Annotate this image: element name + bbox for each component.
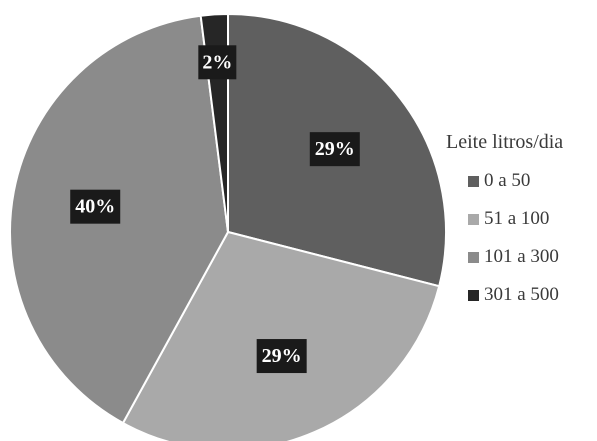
pie-slice-51-a-100 [121, 230, 441, 441]
data-label-0-a-50: 29% [309, 132, 360, 167]
data-label-51-a-100: 29% [256, 339, 307, 374]
legend-swatch [468, 175, 479, 187]
legend-title: Leite litros/dia [446, 131, 564, 153]
data-label-box [198, 45, 237, 80]
data-label-101-a-300: 40% [70, 189, 121, 224]
data-label-text: 29% [315, 138, 355, 160]
data-label-box [309, 132, 360, 167]
pie-slices [9, 12, 447, 441]
data-label-box [256, 339, 307, 374]
data-label-box [70, 189, 121, 224]
legend-swatch [468, 289, 479, 301]
legend-label: 0 a 50 [484, 170, 531, 191]
data-label-text: 2% [202, 51, 232, 73]
legend-item: 51 a 100 [468, 206, 596, 232]
legend-item: 301 a 500 [468, 282, 596, 308]
legend-swatch [468, 251, 479, 263]
legend-label: 51 a 100 [484, 208, 550, 229]
data-label-text: 29% [262, 345, 302, 367]
chart-legend: Leite litros/dia 0 a 50 51 a 100 101 a 300… [446, 130, 596, 320]
legend-label: 101 a 300 [484, 246, 559, 267]
legend-label: 301 a 500 [484, 284, 559, 305]
data-label-text: 40% [75, 196, 115, 218]
data-label-301-a-500: 2% [198, 45, 237, 80]
legend-item: 0 a 50 [468, 168, 596, 194]
legend-item: 101 a 300 [468, 244, 596, 270]
pie-data-labels: 29% 29% 40% 2% [70, 45, 360, 374]
legend-swatch [468, 213, 479, 225]
legend-items: 0 a 50 51 a 100 101 a 300 301 a 500 [446, 168, 596, 308]
